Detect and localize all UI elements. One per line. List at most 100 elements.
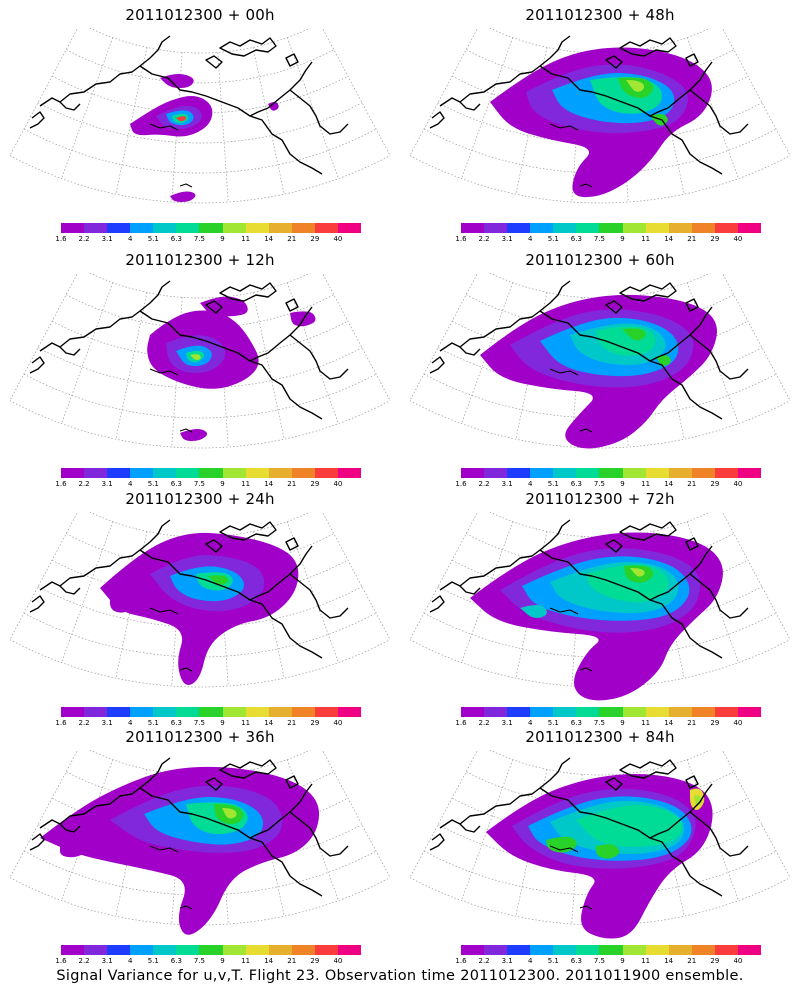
colorbar-swatch (599, 945, 623, 955)
panel-title: 2011012300 + 72h (525, 490, 675, 508)
polar-map (9, 512, 391, 688)
variance-contour (576, 804, 683, 847)
colorbar-tick-label: 14 (264, 957, 274, 965)
colorbar-swatch (199, 468, 223, 478)
colorbar-swatch (130, 223, 154, 233)
variance-contour (60, 842, 88, 858)
colorbar-tick-label: 4 (127, 957, 133, 965)
colorbar-swatch (153, 707, 177, 717)
colorbar-tick-label: 7.5 (193, 235, 206, 243)
colorbar-swatch (507, 945, 531, 955)
colorbar-swatch (176, 223, 200, 233)
colorbar-swatch (245, 707, 269, 717)
colorbar-tick-label: 21 (687, 480, 697, 488)
colorbar-swatch (84, 468, 108, 478)
colorbar (61, 468, 362, 478)
colorbar-swatch (530, 468, 554, 478)
panel-title: 2011012300 + 36h (125, 728, 275, 746)
colorbar-swatch (553, 468, 577, 478)
colorbar-swatch (714, 945, 738, 955)
colorbar-tick-label: 40 (333, 719, 343, 727)
colorbar-tick-label: 2.2 (478, 235, 490, 243)
colorbar-swatch (461, 223, 485, 233)
colorbar-tick-label: 14 (664, 957, 674, 965)
colorbar-swatch (622, 223, 646, 233)
colorbar-tick-label: 5.1 (547, 957, 559, 965)
colorbar-swatch (484, 223, 508, 233)
colorbar-swatch (507, 707, 531, 717)
colorbar-labels: 1.6 2.2 3.1 4 5.1 6.3 7.5 9 11 14 21 29 40 (55, 480, 361, 490)
colorbar-swatch (553, 223, 577, 233)
colorbar (461, 468, 762, 478)
colorbar-swatch (576, 223, 600, 233)
colorbar-tick-label: 21 (687, 957, 697, 965)
colorbar-tick-label: 3.1 (501, 957, 513, 965)
colorbar-tick-label: 1.6 (455, 957, 467, 965)
colorbar-swatch (484, 468, 508, 478)
colorbar-tick-label: 7.5 (193, 957, 206, 965)
colorbar-swatch (222, 223, 246, 233)
variance-contour (268, 102, 279, 111)
colorbar-swatch (668, 707, 692, 717)
colorbar-tick-label: 5.1 (147, 957, 159, 965)
colorbar-tick-label: 21 (287, 480, 297, 488)
colorbar-tick-label: 1.6 (55, 957, 67, 965)
colorbar-swatch (599, 223, 623, 233)
colorbar-swatch (199, 707, 223, 717)
colorbar-swatch (291, 707, 315, 717)
colorbar-swatch (668, 945, 692, 955)
colorbar-tick-label: 11 (241, 480, 251, 488)
colorbar-tick-label: 40 (733, 480, 743, 488)
colorbar-swatch (553, 707, 577, 717)
colorbar-tick-label: 1.6 (55, 719, 67, 727)
coastline (29, 519, 349, 672)
colorbar-swatch (107, 468, 131, 478)
colorbar-tick-label: 29 (310, 719, 320, 727)
colorbar-swatch (737, 707, 762, 717)
coastline (29, 757, 349, 910)
colorbar-swatch (668, 468, 692, 478)
colorbar-tick-label: 6.3 (570, 719, 582, 727)
colorbar-tick-label: 40 (733, 719, 743, 727)
colorbar-tick-label: 6.3 (170, 719, 182, 727)
colorbar-tick-label: 7.5 (593, 480, 606, 488)
colorbar-tick-label: 5.1 (147, 235, 159, 243)
colorbar-tick-label: 14 (664, 480, 674, 488)
coastline (429, 519, 749, 672)
colorbar-tick-label: 11 (241, 719, 251, 727)
colorbar-tick-label: 14 (264, 719, 274, 727)
colorbar-swatch (461, 468, 485, 478)
colorbar-tick-label: 40 (733, 957, 743, 965)
colorbar-swatch (222, 468, 246, 478)
coastline (429, 757, 749, 910)
colorbar-tick-label: 9 (620, 480, 625, 488)
colorbar-tick-label: 29 (710, 480, 720, 488)
colorbar (461, 707, 762, 717)
colorbar-swatch (176, 945, 200, 955)
colorbar (61, 945, 362, 955)
panel-title: 2011012300 + 00h (125, 6, 275, 24)
colorbar-swatch (691, 468, 715, 478)
colorbar-swatch (222, 945, 246, 955)
colorbar-swatch (691, 945, 715, 955)
colorbar-tick-label: 9 (620, 957, 625, 965)
colorbar-swatch (645, 707, 669, 717)
colorbar-tick-label: 7.5 (593, 957, 606, 965)
colorbar-tick-label: 9 (220, 480, 225, 488)
colorbar-swatch (691, 707, 715, 717)
polar-map (409, 273, 791, 449)
map-panel-72h: 2011012300 + 72h 1.6 2.2 3.1 4 5.1 6.3 7.5 9 11 1… (400, 484, 800, 727)
panel-title: 2011012300 + 12h (125, 251, 275, 269)
colorbar-labels: 1.6 2.2 3.1 4 5.1 6.3 7.5 9 11 14 21 29 40 (455, 719, 761, 729)
colorbar-labels: 1.6 2.2 3.1 4 5.1 6.3 7.5 9 11 14 21 29 40 (455, 480, 761, 490)
colorbar-tick-label: 4 (127, 719, 133, 727)
panel-title: 2011012300 + 60h (525, 251, 675, 269)
colorbar-tick-label: 14 (264, 480, 274, 488)
coastline (429, 35, 749, 188)
colorbar-tick-label: 11 (641, 480, 651, 488)
colorbar-swatch (337, 707, 362, 717)
colorbar-swatch (599, 468, 623, 478)
colorbar-tick-label: 40 (333, 235, 343, 243)
colorbar-swatch (268, 468, 292, 478)
variance-field (470, 532, 723, 701)
